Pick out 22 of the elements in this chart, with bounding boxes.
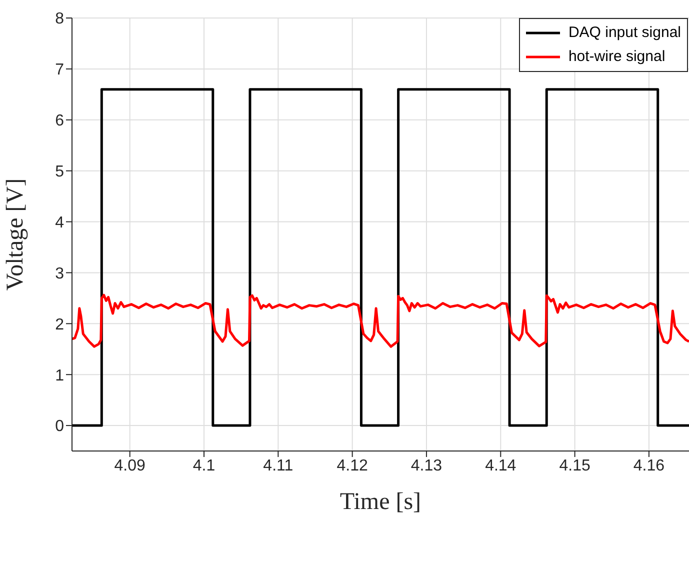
x-tick-label: 4.09 xyxy=(114,457,146,474)
x-tick-label: 4.14 xyxy=(485,457,516,474)
y-tick-label: 2 xyxy=(55,316,64,334)
x-tick-label: 4.1 xyxy=(192,457,216,474)
y-axis-title: Voltage [V] xyxy=(2,178,29,291)
y-tick-label: 5 xyxy=(55,164,64,181)
y-tick-label: 7 xyxy=(55,62,64,79)
x-axis-title: Time [s] xyxy=(340,489,422,515)
x-tick-label: 4.12 xyxy=(336,457,368,474)
y-tick-label: 3 xyxy=(55,265,64,282)
legend-label: hot-wire signal xyxy=(568,47,666,67)
y-tick-label: 1 xyxy=(55,367,64,384)
y-tick-label: 8 xyxy=(55,10,64,28)
x-tick-label: 4.11 xyxy=(263,457,294,474)
line-series xyxy=(72,294,689,348)
x-tick-label: 4.13 xyxy=(410,457,442,474)
x-tick-label: 4.16 xyxy=(633,457,665,474)
y-tick-label: 6 xyxy=(55,112,64,130)
legend-label: DAQ input signal xyxy=(568,23,681,43)
x-tick-label: 4.15 xyxy=(559,457,590,474)
y-tick-label: 4 xyxy=(55,214,64,232)
y-tick-label: 0 xyxy=(55,418,64,436)
